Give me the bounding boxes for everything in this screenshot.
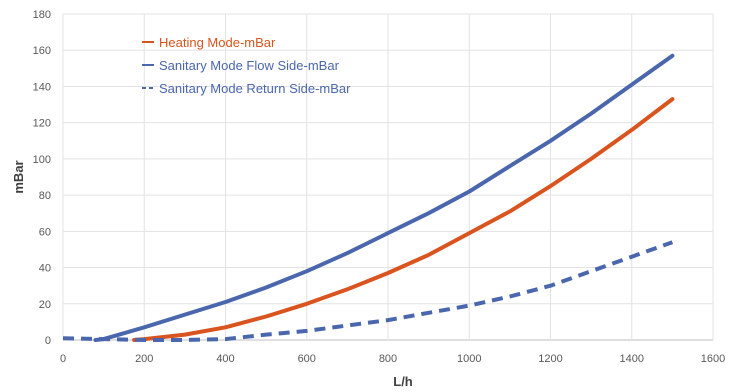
y-tick-label: 100 — [33, 154, 51, 166]
x-tick-labels: 0 200 400 600 800 1000 1200 1400 1600 — [60, 353, 725, 365]
y-tick-label: 80 — [39, 190, 51, 202]
y-tick-labels: 0 20 40 60 80 100 120 140 160 180 — [33, 9, 51, 347]
chart-legend: Heating Mode-mBar Sanitary Mode Flow Side… — [142, 35, 351, 96]
y-tick-label: 120 — [33, 118, 51, 130]
y-tick-label: 160 — [33, 45, 51, 57]
x-tick-label: 200 — [135, 353, 153, 365]
x-tick-label: 1000 — [457, 353, 481, 365]
x-tick-label: 400 — [216, 353, 234, 365]
series-line-1 — [132, 97, 675, 342]
legend-label: Sanitary Mode Return Side-mBar — [159, 81, 351, 96]
legend-label: Heating Mode-mBar — [159, 35, 276, 50]
x-tick-label: 1200 — [538, 353, 562, 365]
chart-series — [62, 53, 675, 342]
legend-label: Sanitary Mode Flow Side-mBar — [159, 58, 340, 73]
x-tick-label: 800 — [379, 353, 397, 365]
y-axis-label: mBar — [11, 160, 26, 193]
y-tick-label: 20 — [39, 299, 51, 311]
x-axis-label: L/h — [393, 374, 413, 389]
series-line-2 — [93, 53, 675, 342]
y-tick-label: 60 — [39, 226, 51, 238]
series-line-3 — [62, 240, 674, 342]
y-tick-label: 140 — [33, 81, 51, 93]
x-tick-label: 1400 — [620, 353, 644, 365]
chart-grid — [62, 13, 714, 341]
y-tick-label: 180 — [33, 9, 51, 21]
x-tick-label: 1600 — [701, 353, 725, 365]
x-tick-label: 0 — [60, 353, 66, 365]
y-tick-label: 0 — [45, 335, 51, 347]
y-tick-label: 40 — [39, 263, 51, 275]
x-tick-label: 600 — [298, 353, 316, 365]
